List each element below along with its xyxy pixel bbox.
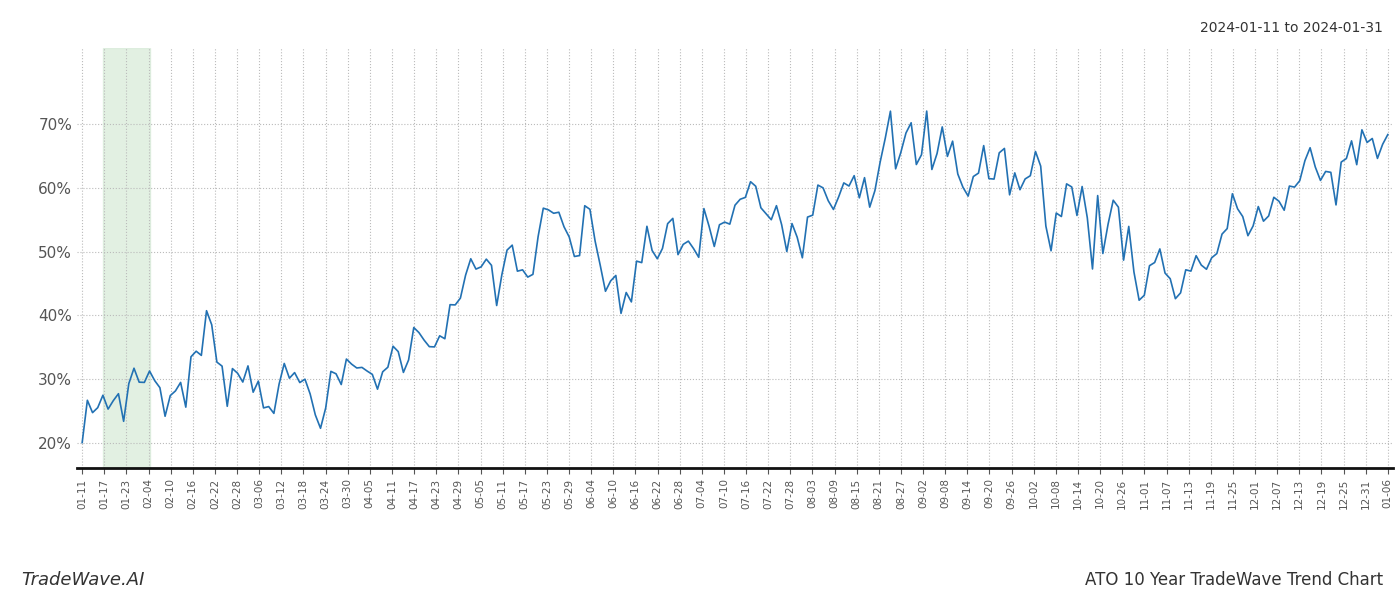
- Text: ATO 10 Year TradeWave Trend Chart: ATO 10 Year TradeWave Trend Chart: [1085, 571, 1383, 589]
- Text: 2024-01-11 to 2024-01-31: 2024-01-11 to 2024-01-31: [1200, 21, 1383, 35]
- Text: TradeWave.AI: TradeWave.AI: [21, 571, 144, 589]
- Bar: [104, 48, 150, 468]
